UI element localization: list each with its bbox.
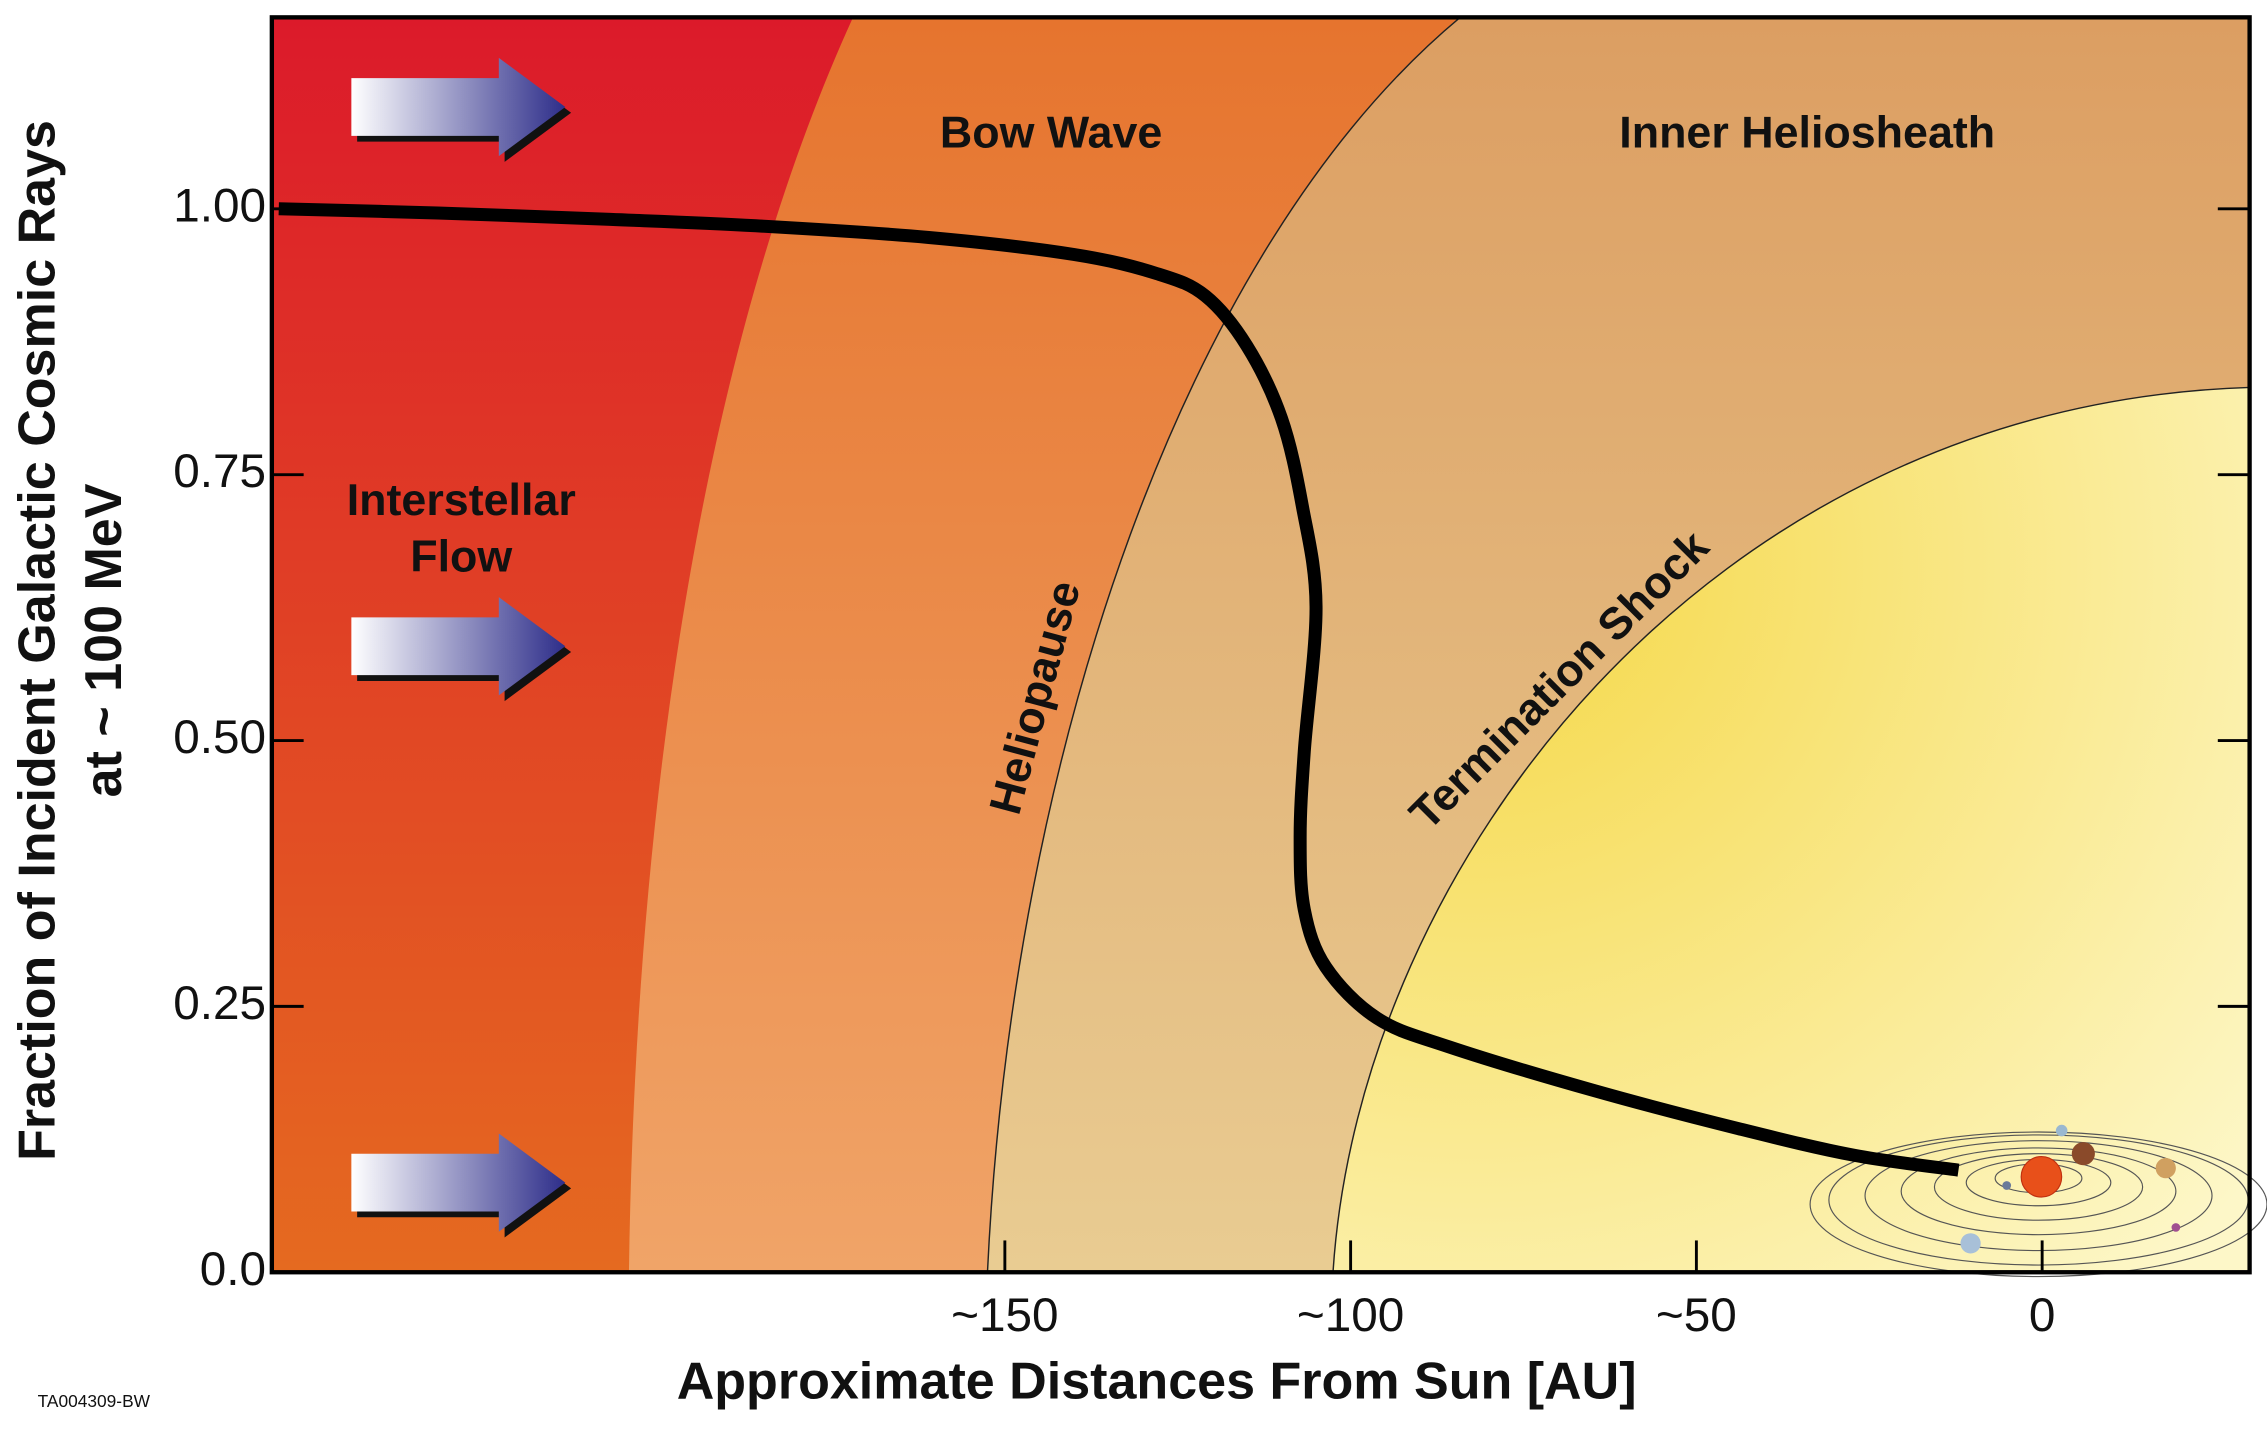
heliosphere-region — [1332, 386, 2250, 1273]
arrow — [351, 1133, 572, 1238]
y-tick-label: 0.25 — [173, 977, 266, 1030]
x-axis-title: Approximate Distances From Sun [AU] — [677, 1353, 1637, 1411]
arrow — [351, 57, 572, 162]
y-axis-title: at ~ 100 MeV — [75, 483, 133, 797]
y-tick-label: 0.0 — [200, 1243, 266, 1296]
flow-arrows — [351, 57, 572, 1238]
plot-frame — [269, 15, 2252, 1275]
solar-system — [1809, 1124, 2267, 1278]
regions — [271, 17, 2250, 1273]
y-tick-label: 0.50 — [173, 711, 266, 764]
annotation: Inner Heliosheath — [1619, 108, 1995, 158]
data-line — [278, 202, 1960, 1177]
x-tick-label: ~50 — [1656, 1289, 1737, 1342]
y-axis-title: Fraction of Incident Galactic Cosmic Ray… — [8, 120, 66, 1161]
arrow — [351, 597, 572, 702]
annotation: Bow Wave — [940, 108, 1162, 158]
x-tick-label: ~150 — [951, 1289, 1058, 1342]
y-tick-label: 1.00 — [173, 179, 266, 232]
x-tick-label: 0 — [2029, 1289, 2056, 1342]
annotation: Flow — [410, 531, 512, 581]
annotation: Interstellar — [347, 475, 576, 525]
y-tick-label: 0.75 — [173, 445, 266, 498]
footnote: TA004309-BW — [38, 1391, 151, 1411]
x-tick-label: ~100 — [1297, 1289, 1404, 1342]
